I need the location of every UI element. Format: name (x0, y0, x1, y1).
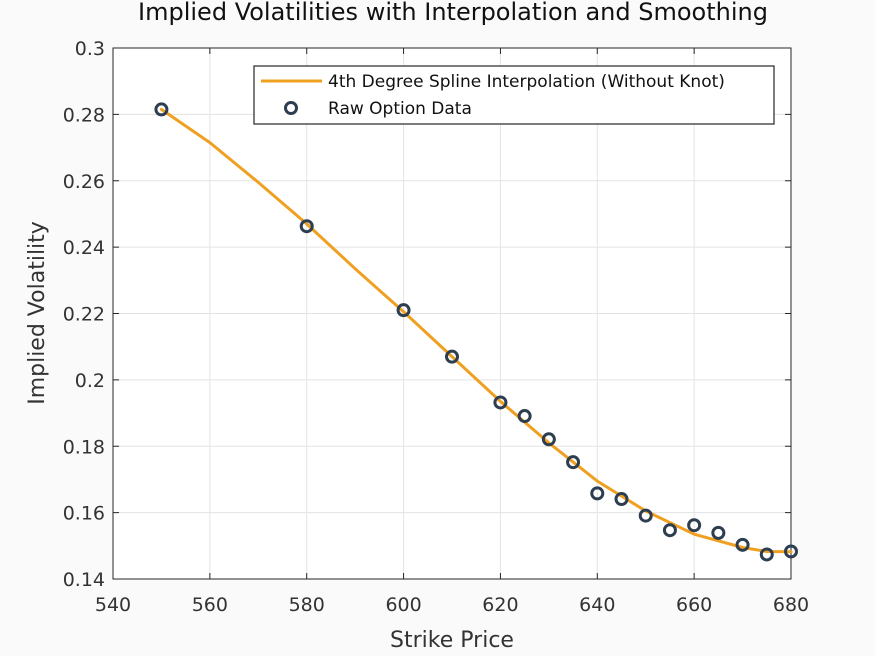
data-point (396, 303, 411, 318)
data-point (759, 547, 774, 562)
x-tick-label: 560 (192, 594, 228, 616)
data-point (735, 537, 750, 552)
legend: 4th Degree Spline Interpolation (Without… (253, 65, 775, 125)
y-tick-label: 0.24 (63, 237, 105, 259)
data-point (784, 544, 798, 559)
legend-label-spline: 4th Degree Spline Interpolation (Without… (328, 72, 725, 92)
x-axis-title: Strike Price (390, 628, 514, 653)
y-tick-label: 0.14 (63, 569, 105, 591)
y-tick-label: 0.16 (63, 503, 105, 525)
legend-box (253, 65, 775, 125)
legend-label-raw-data: Raw Option Data (328, 99, 472, 119)
series-layer (154, 102, 798, 562)
plot-frame (112, 47, 792, 580)
data-point (590, 486, 605, 501)
data-point (541, 432, 556, 447)
data-point (154, 102, 169, 117)
chart-title: Implied Volatilities with Interpolation … (138, 0, 768, 26)
y-tick-label: 0.18 (63, 436, 105, 458)
y-tick-label: 0.26 (63, 171, 105, 193)
data-point (614, 492, 629, 507)
x-tick-label: 680 (773, 594, 809, 616)
y-tick-label: 0.22 (63, 304, 105, 326)
x-ticks: 540 560 580 600 620 640 660 680 (95, 48, 809, 616)
data-point (638, 508, 653, 523)
y-tick-label: 0.3 (75, 38, 105, 60)
y-axis-title: Implied Volatility (25, 221, 50, 405)
x-tick-label: 640 (579, 594, 615, 616)
x-tick-label: 660 (676, 594, 712, 616)
spline-line (159, 107, 793, 554)
data-point (687, 518, 702, 533)
y-tick-label: 0.2 (75, 370, 105, 392)
x-tick-label: 580 (289, 594, 325, 616)
x-tick-label: 600 (385, 594, 421, 616)
legend-marker-swatch (284, 101, 298, 115)
y-ticks: 0.14 0.16 0.18 0.2 0.22 0.24 0.26 0.28 0.3 (63, 38, 791, 591)
data-point (445, 349, 459, 364)
x-tick-label: 540 (95, 594, 131, 616)
x-tick-label: 620 (482, 594, 518, 616)
data-point (299, 219, 314, 234)
data-point (493, 395, 508, 410)
data-point (517, 409, 532, 424)
data-point (711, 525, 726, 540)
data-point (662, 523, 677, 538)
y-tick-label: 0.28 (63, 104, 105, 126)
data-point (566, 455, 581, 470)
